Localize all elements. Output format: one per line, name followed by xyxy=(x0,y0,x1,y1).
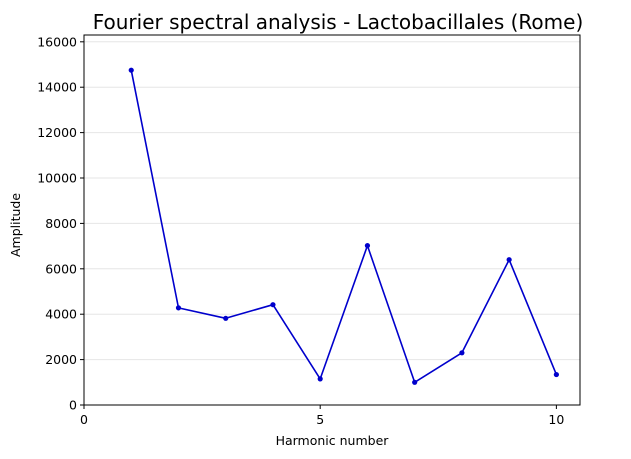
x-tick-label: 5 xyxy=(316,412,324,427)
data-point xyxy=(175,305,182,311)
y-axis-label: Amplitude xyxy=(8,193,23,257)
y-tick-label: 8000 xyxy=(45,216,77,231)
x-axis-label: Harmonic number xyxy=(276,433,390,448)
data-point xyxy=(553,371,559,378)
y-tick-label: 16000 xyxy=(37,34,77,49)
y-tick-label: 2000 xyxy=(45,352,77,367)
data-point xyxy=(128,67,134,73)
series-layer xyxy=(128,67,559,385)
grid-lines xyxy=(84,41,580,406)
y-tick-label: 14000 xyxy=(37,80,77,95)
data-point xyxy=(223,315,229,321)
y-tick-label: 0 xyxy=(69,398,77,413)
y-tick-label: 4000 xyxy=(45,307,77,322)
x-tick-label: 0 xyxy=(80,412,88,427)
series-line xyxy=(130,70,558,384)
x-axis: 0 5 10 xyxy=(80,405,564,427)
x-tick-label: 10 xyxy=(548,412,564,427)
data-point xyxy=(364,243,371,249)
plot-frame xyxy=(83,34,581,406)
data-point xyxy=(506,257,512,263)
chart-title: Fourier spectral analysis - Lactobacilla… xyxy=(93,10,584,34)
y-tick-label: 6000 xyxy=(45,261,77,276)
data-point xyxy=(317,376,323,382)
y-axis: 0 2000 4000 6000 8000 10000 12000 14000 16000 xyxy=(37,34,84,413)
data-point xyxy=(270,302,276,308)
y-tick-label: 10000 xyxy=(37,171,77,186)
data-point xyxy=(459,350,465,356)
data-point xyxy=(412,379,418,385)
y-tick-label: 12000 xyxy=(37,125,77,140)
